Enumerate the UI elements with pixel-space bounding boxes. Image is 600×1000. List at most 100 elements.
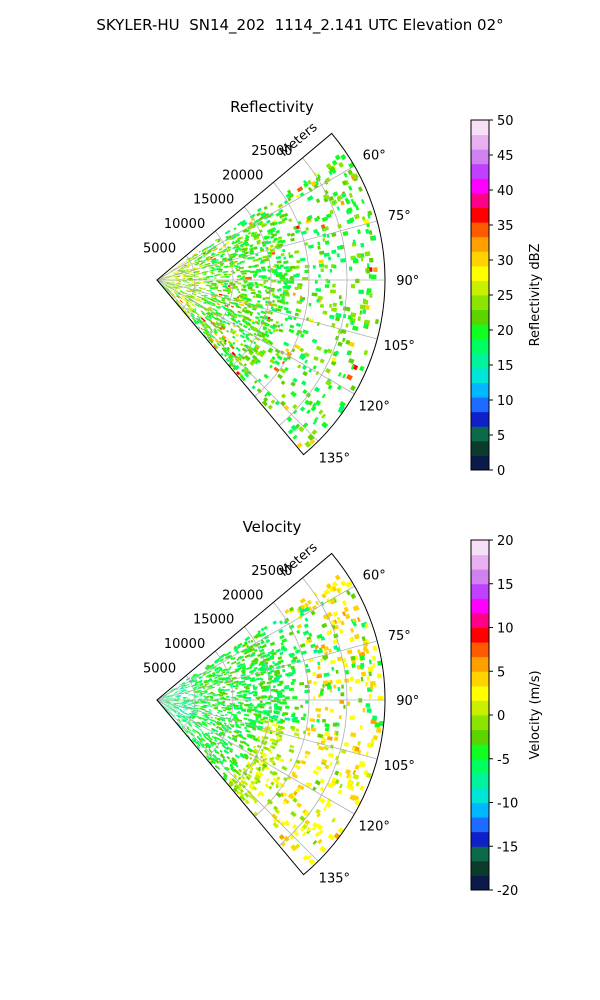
echo-cell (229, 343, 234, 347)
echo-cell (173, 691, 178, 694)
echo-cell (217, 757, 221, 761)
echo-cell (195, 264, 199, 266)
range-ring (278, 157, 348, 426)
radial-tick-label: 10000 (164, 217, 205, 232)
echo-cell (264, 393, 268, 397)
echo-cell (342, 373, 347, 379)
echo-cell (320, 644, 326, 649)
echo-cell (288, 624, 295, 630)
echo-cell (352, 773, 360, 780)
azimuth-tick-label: 60° (363, 569, 386, 584)
echo-cell (206, 722, 211, 726)
echo-cell (219, 680, 223, 683)
echo-cell (357, 316, 362, 322)
colorbar-swatch (471, 440, 489, 456)
echo-cell (318, 829, 324, 835)
echo-cell (247, 718, 252, 722)
echo-cell (174, 276, 180, 278)
echo-cell (238, 290, 241, 293)
echo-cell (205, 716, 210, 720)
echo-cell (160, 700, 166, 702)
colorbar-swatch (471, 642, 489, 658)
echo-cell (175, 271, 179, 274)
echo-cell (203, 298, 207, 301)
echo-cell (232, 341, 236, 345)
echo-cell (202, 294, 206, 298)
echo-cell (232, 656, 236, 660)
panel-title: Reflectivity (230, 98, 314, 116)
echo-cell (167, 278, 170, 279)
echo-cell (213, 264, 218, 267)
echo-cell (167, 704, 173, 708)
echo-cell (180, 693, 185, 695)
echo-cell (274, 400, 280, 406)
echo-cell (304, 754, 308, 759)
echo-cell (226, 329, 229, 333)
echo-cell (172, 706, 177, 709)
echo-cell (325, 163, 332, 170)
echo-cell (358, 761, 366, 768)
echo-cell (277, 221, 281, 225)
echo-cell (172, 702, 178, 704)
echo-cell (197, 256, 203, 260)
echo-cell (198, 318, 204, 323)
echo-cell (335, 779, 340, 785)
echo-cell (208, 307, 213, 311)
echo-cell (317, 665, 321, 670)
echo-cell (303, 422, 309, 428)
echo-cell (221, 671, 226, 675)
echo-cell (253, 720, 257, 724)
echo-cell (172, 293, 177, 298)
echo-cell (190, 680, 194, 683)
echo-cell (269, 201, 274, 206)
echo-cell (221, 696, 225, 699)
echo-cell (189, 719, 192, 722)
echo-cell (270, 325, 276, 330)
echo-cell (173, 711, 177, 714)
echo-cell (211, 252, 215, 255)
echo-cell (241, 272, 247, 275)
echo-cell (197, 259, 201, 262)
echo-cell (272, 685, 276, 689)
colorbar-swatch (471, 120, 489, 136)
echo-cell (212, 283, 215, 286)
echo-cell (272, 620, 277, 625)
echo-cell (291, 771, 296, 776)
echo-cell (168, 710, 172, 713)
echo-cell (221, 299, 225, 302)
echo-cell (279, 367, 287, 374)
echo-cell (247, 761, 251, 766)
echo-cell (212, 308, 218, 312)
echo-cell (170, 708, 176, 712)
echo-cell (218, 293, 223, 296)
echo-cell (252, 690, 257, 694)
echo-cell (204, 691, 208, 693)
echo-cell (264, 323, 268, 327)
echo-cell (265, 296, 270, 300)
echo-cell (180, 273, 185, 276)
echo-cell (162, 702, 166, 704)
echo-cell (359, 304, 366, 310)
echo-cell (232, 318, 235, 322)
echo-cell (320, 268, 324, 272)
echo-cell (205, 331, 210, 336)
echo-cell (172, 296, 174, 299)
echo-cell (299, 257, 306, 262)
echo-cell (247, 690, 250, 693)
colorbar-tick-label: 35 (497, 219, 514, 234)
echo-cell (201, 312, 206, 316)
echo-cell (363, 319, 371, 325)
echo-cell (204, 680, 211, 684)
echo-cell (209, 286, 215, 289)
echo-cell (188, 721, 192, 724)
echo-cell (326, 629, 333, 636)
echo-cell (356, 617, 361, 623)
echo-cell (254, 642, 261, 648)
echo-cell (243, 251, 249, 255)
echo-cell (182, 266, 188, 269)
echo-cell (226, 303, 231, 306)
echo-cell (214, 717, 217, 719)
echo-cell (307, 244, 314, 249)
echo-cell (188, 256, 194, 260)
echo-cell (260, 640, 265, 645)
